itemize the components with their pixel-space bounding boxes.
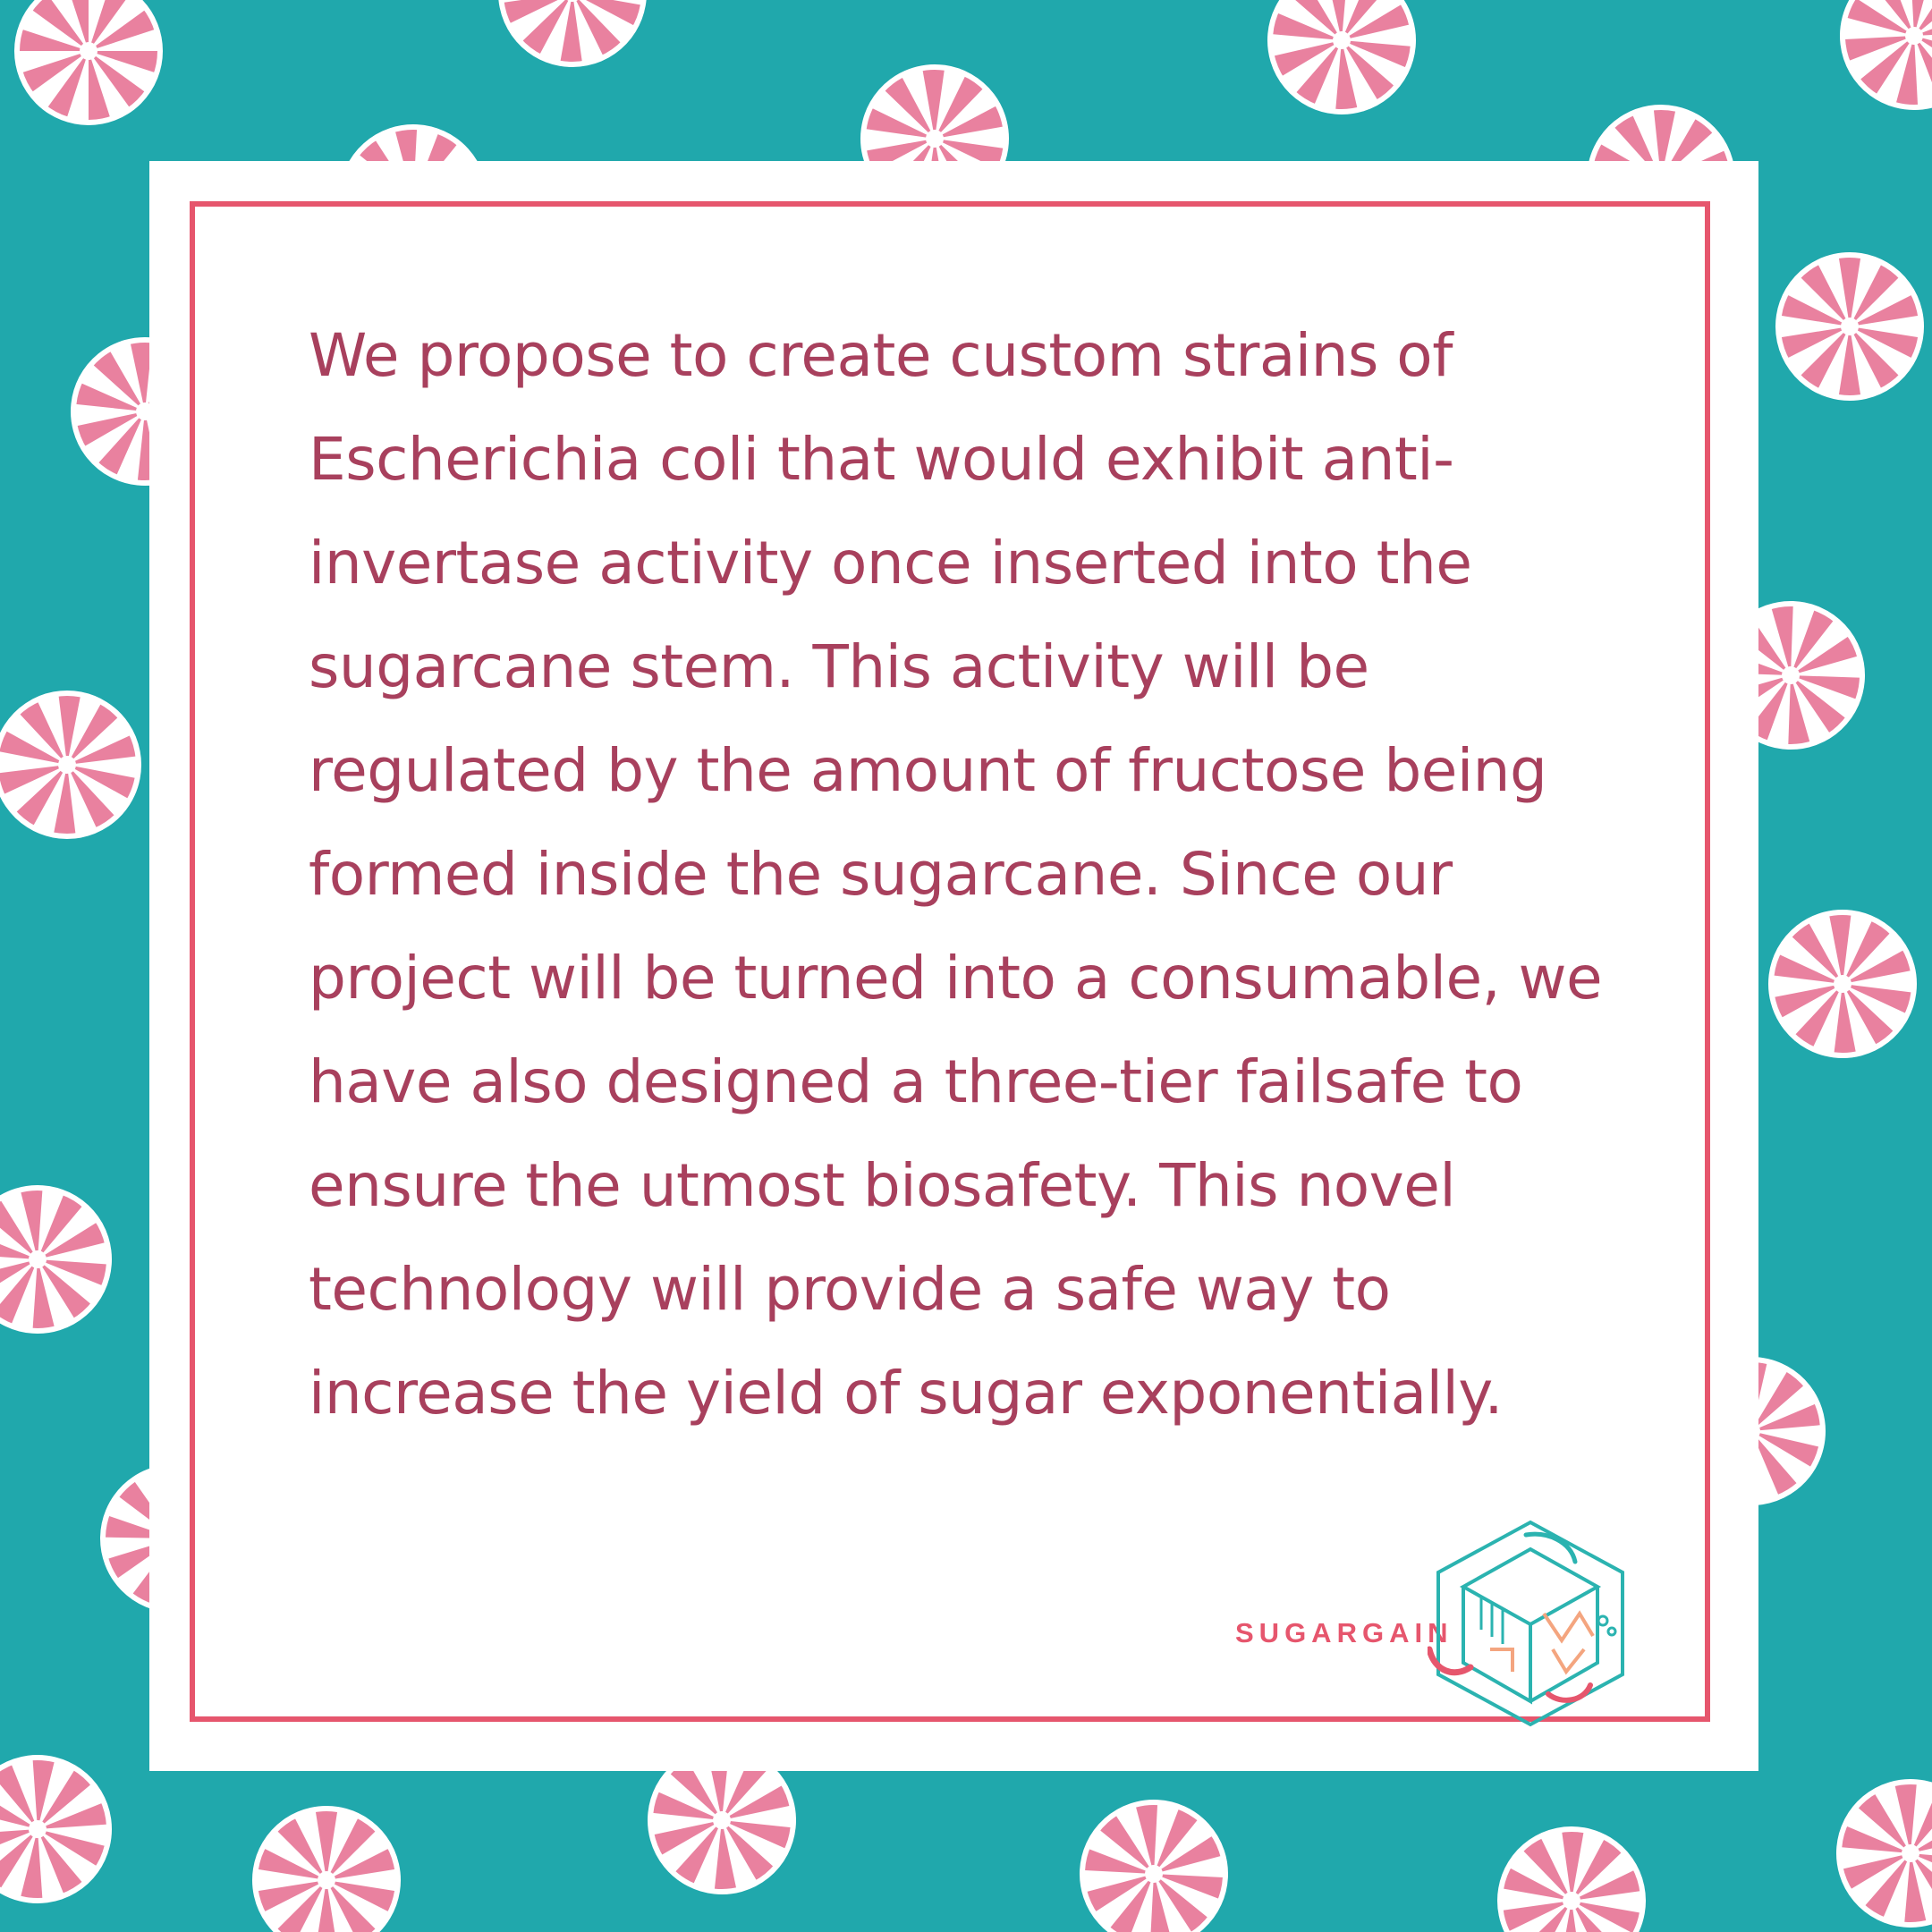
peppermint-candy-icon (1267, 0, 1416, 114)
brand-name: SUGARGAIN (1235, 1617, 1453, 1648)
peppermint-candy-icon (252, 1806, 401, 1932)
peppermint-candy-icon (648, 1746, 796, 1894)
body-paragraph: We propose to create custom strains of E… (309, 321, 1603, 1428)
content-card: We propose to create custom strains of E… (149, 161, 1758, 1771)
peppermint-candy-icon (0, 691, 141, 839)
peppermint-candy-icon (1080, 1800, 1228, 1932)
peppermint-candy-icon (1775, 252, 1924, 401)
peppermint-candy-icon (1497, 1826, 1646, 1932)
peppermint-candy-icon (0, 1185, 112, 1334)
card-frame (190, 201, 1710, 1722)
peppermint-candy-icon (0, 1755, 112, 1903)
peppermint-candy-icon (14, 0, 163, 125)
peppermint-candy-icon (1836, 1779, 1932, 1928)
hexagon-cube-logo-icon (1428, 1520, 1624, 1727)
peppermint-candy-icon (498, 0, 647, 67)
peppermint-candy-icon (1768, 910, 1917, 1058)
peppermint-candy-icon (1840, 0, 1932, 110)
